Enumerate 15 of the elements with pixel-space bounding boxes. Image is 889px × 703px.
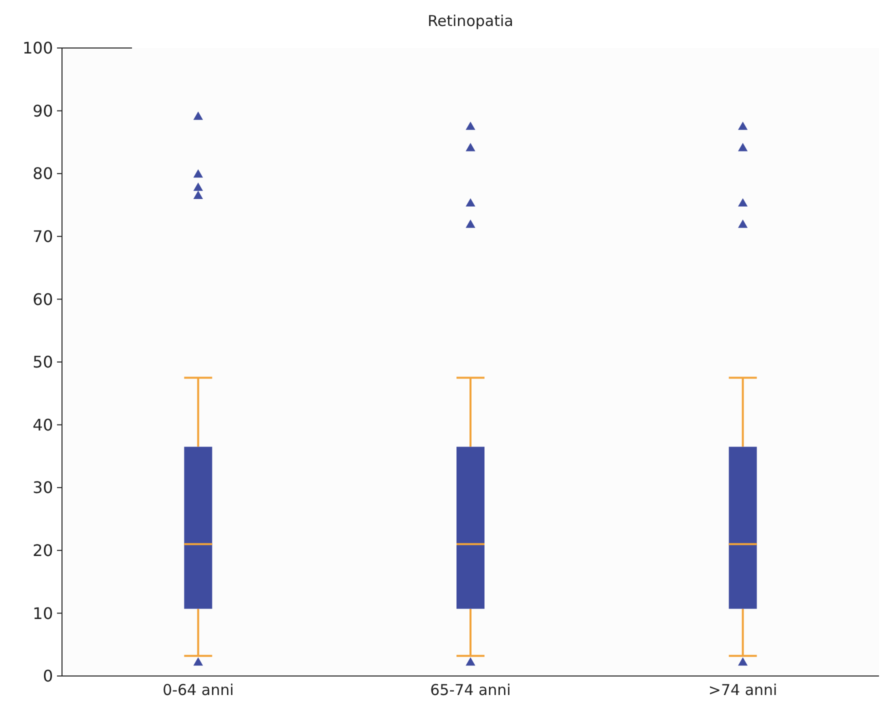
y-tick-label: 100	[22, 38, 53, 58]
y-tick-label: 70	[32, 227, 53, 246]
y-tick-label: 20	[32, 541, 53, 560]
y-tick-label: 0	[42, 666, 53, 686]
y-tick-label: 80	[32, 164, 53, 184]
x-tick-label: >74 anni	[708, 681, 778, 699]
y-tick-label: 90	[32, 101, 53, 120]
y-tick-label: 30	[32, 478, 53, 498]
x-tick-label: 0-64 anni	[162, 681, 234, 699]
y-tick-label: 50	[32, 352, 53, 372]
x-tick-label: 65-74 anni	[430, 681, 511, 699]
y-tick-label: 60	[32, 290, 53, 309]
chart-title: Retinopatia	[428, 12, 514, 30]
y-tick-label: 10	[32, 604, 53, 623]
y-tick-label: 40	[32, 415, 53, 434]
